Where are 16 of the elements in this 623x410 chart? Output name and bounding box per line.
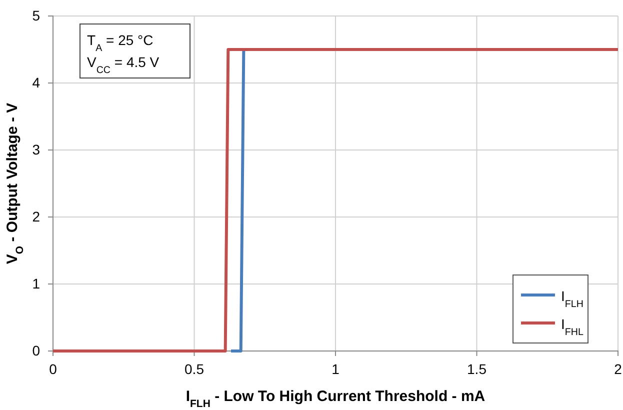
y-tick-label: 1	[32, 275, 40, 292]
x-tick-label: 0.5	[184, 360, 204, 377]
y-tick-label: 5	[32, 7, 40, 24]
x-tick-label: 0	[49, 360, 58, 377]
legend-label: I$_{FLH}$	[561, 288, 584, 310]
legend-label: I$_{FHL}$	[561, 316, 584, 338]
annotation: V$_{CC}$ = 4.5 V	[87, 54, 160, 76]
y-tick-label: 2	[32, 208, 40, 224]
y-tick-label: 3	[32, 141, 40, 158]
x-tick-label: 1.5	[467, 360, 487, 377]
x-tick-label: 1	[332, 360, 340, 377]
x-axis-title: I$_{FLH}$ - Low To High Current Threshold - mA	[186, 388, 486, 410]
annotation: T$_{A}$ = 25 °C	[87, 32, 154, 54]
y-tick-label: 0	[32, 342, 40, 358]
y-tick-label: 4	[32, 74, 40, 90]
x-tick-label: 2	[614, 360, 622, 377]
